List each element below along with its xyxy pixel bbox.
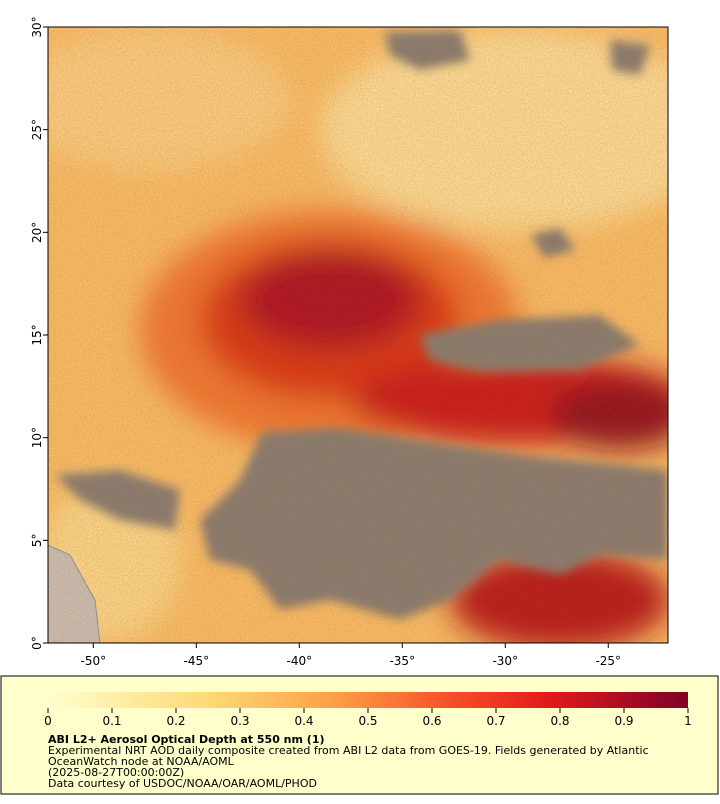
caption-line: Experimental NRT AOD daily composite cre…: [48, 744, 649, 757]
colorbar-tick-label: 0.8: [550, 714, 569, 728]
colorbar: [48, 692, 688, 708]
colorbar-tick-label: 0.5: [358, 714, 377, 728]
y-tick-label: 30°: [30, 16, 44, 37]
colorbar-tick-label: 0.3: [230, 714, 249, 728]
colorbar-tick-label: 0.1: [102, 714, 121, 728]
colorbar-tick-label: 0.2: [166, 714, 185, 728]
colorbar-tick-label: 0.6: [422, 714, 441, 728]
y-tick-label: 10°: [30, 427, 44, 448]
x-tick-label: -35°: [389, 654, 415, 668]
x-tick-label: -45°: [184, 654, 210, 668]
y-tick-label: 20°: [30, 222, 44, 243]
x-tick-label: -50°: [81, 654, 107, 668]
colorbar-tick-label: 0.7: [486, 714, 505, 728]
colorbar-tick-label: 1: [684, 714, 692, 728]
x-tick-label: -30°: [492, 654, 518, 668]
colorbar-tick-label: 0: [44, 714, 52, 728]
x-tick-label: -40°: [286, 654, 312, 668]
colorbar-tick-label: 0.4: [294, 714, 313, 728]
caption-title: ABI L2+ Aerosol Optical Depth at 550 nm …: [48, 733, 325, 746]
caption-line: (2025-08-27T00:00:00Z): [48, 766, 184, 779]
y-tick-label: 5°: [30, 534, 44, 548]
aod-map: [48, 27, 668, 643]
y-tick-label: 0°: [30, 636, 44, 650]
colorbar-tick-label: 0.9: [614, 714, 633, 728]
y-tick-label: 15°: [30, 324, 44, 345]
y-tick-label: 25°: [30, 119, 44, 140]
x-tick-label: -25°: [595, 654, 621, 668]
caption-line: Data courtesy of USDOC/NOAA/OAR/AOML/PHO…: [48, 777, 317, 790]
caption-line: OceanWatch node at NOAA/AOML: [48, 755, 235, 768]
